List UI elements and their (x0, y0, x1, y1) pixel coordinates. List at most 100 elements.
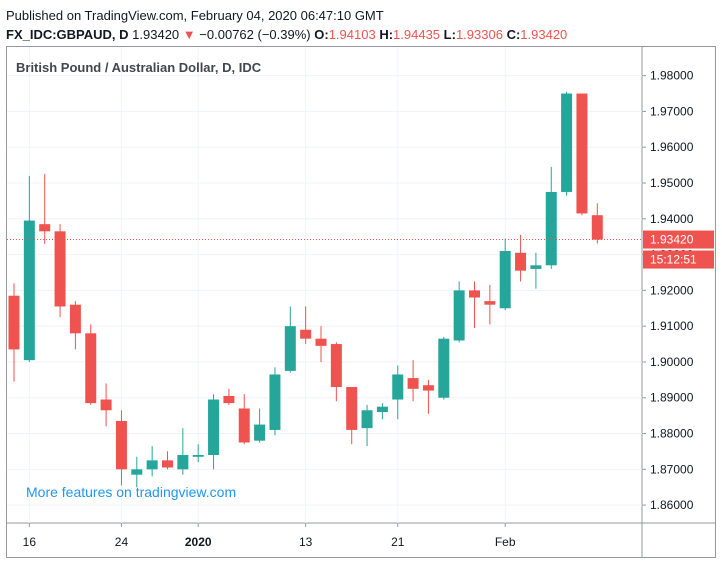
candle-body (269, 374, 281, 430)
candle-down (39, 174, 51, 244)
candle-body (576, 93, 588, 214)
candle-down (346, 387, 358, 445)
candle-body (361, 410, 373, 429)
x-tick-label: 2020 (185, 535, 212, 549)
down-arrow-icon: ▼ (182, 27, 196, 42)
candle-body (545, 191, 557, 266)
candle-body (392, 374, 404, 400)
candle-down (69, 301, 81, 350)
chart-frame (6, 46, 716, 558)
candle-body (254, 424, 266, 441)
candle-body (376, 406, 388, 413)
candle-body (453, 290, 465, 341)
candle-body (23, 220, 35, 361)
candle-body (85, 333, 97, 404)
candle-body (115, 421, 127, 470)
candle-up (376, 403, 388, 420)
candle-body (469, 290, 480, 298)
candle-body (238, 408, 250, 443)
candle-down (591, 203, 603, 244)
close-label: C: (506, 27, 521, 42)
candle-up (23, 175, 35, 362)
last-price-value: 1.93420 (132, 27, 180, 42)
candle-body (54, 231, 66, 307)
candle-down (422, 379, 434, 414)
candle-down (238, 394, 250, 445)
y-tick-label: 1.92000 (650, 283, 694, 297)
candle-body (438, 338, 450, 398)
countdown-tag (643, 250, 714, 269)
y-tick-label: 1.91000 (650, 319, 694, 333)
candle-up (177, 428, 189, 475)
candle-up (192, 444, 204, 463)
candle-up (208, 394, 220, 470)
candle-body (284, 326, 296, 371)
open-label: O: (314, 27, 329, 42)
ohlc-line: FX_IDC:GBPAUD, D 1.93420 ▼ −0.00762 (−0.… (6, 27, 567, 42)
candle-up (453, 281, 465, 343)
candle-body (162, 460, 173, 468)
candle-down (576, 93, 588, 216)
x-tick-label: 13 (299, 535, 313, 549)
candle-up (131, 456, 143, 488)
change-value: −0.00762 (−0.39%) (199, 27, 311, 42)
y-tick-label: 1.95000 (650, 176, 694, 190)
candle-body (131, 469, 143, 475)
candle-down (162, 451, 173, 470)
candle-down (85, 324, 97, 405)
candle-down (8, 283, 20, 382)
candle-body (192, 455, 204, 457)
x-tick-label: 21 (391, 535, 405, 549)
y-tick-label: 1.96000 (650, 140, 694, 154)
last-price-tag (643, 230, 714, 249)
candle-down (515, 234, 527, 282)
candle-body (530, 265, 542, 269)
countdown-label: 15:12:51 (650, 253, 697, 267)
low-value: 1.93306 (455, 27, 503, 42)
candle-down (407, 360, 419, 402)
candle-body (499, 251, 511, 309)
candle-body (100, 399, 112, 411)
x-tick-label: 16 (23, 535, 37, 549)
y-tick-label: 1.90000 (650, 355, 694, 369)
price-axis[interactable]: 1.86000 1.87000 1.88000 1.89000 1.90000 1.910… (642, 69, 714, 512)
candle-body (69, 304, 81, 334)
high-value: 1.94435 (393, 27, 441, 42)
y-tick-label: 1.86000 (650, 498, 694, 512)
candle-body (422, 385, 434, 391)
symbol-label: FX_IDC:GBPAUD, D (6, 27, 129, 42)
candle-up (530, 252, 542, 289)
candle-body (208, 399, 220, 455)
candle-down (315, 326, 327, 362)
candle-up (438, 336, 450, 400)
candle-up (561, 91, 573, 196)
low-label: L: (443, 27, 456, 42)
candle-up (545, 166, 557, 269)
candle-body (177, 455, 189, 470)
y-tick-label: 1.94000 (650, 212, 694, 226)
candle-body (346, 387, 358, 430)
candle-down (54, 224, 66, 318)
y-tick-label: 1.97000 (650, 104, 694, 118)
published-line: Published on TradingView.com, February 0… (6, 8, 384, 23)
time-axis[interactable]: 16 24 2020 13 21 Feb (23, 523, 516, 549)
candle-body (591, 215, 603, 240)
candle-body (300, 329, 312, 339)
candles (7, 91, 642, 488)
candle-body (330, 344, 342, 387)
watermark-link[interactable]: More features on tradingview.com (26, 484, 236, 500)
candle-body (561, 93, 573, 192)
candle-body (223, 395, 235, 404)
candle-body (484, 301, 496, 305)
candle-down (100, 383, 112, 427)
candle-down (115, 410, 127, 486)
candle-body (146, 460, 158, 470)
y-tick-label: 1.88000 (650, 427, 694, 441)
candle-body (315, 338, 327, 346)
candle-down (330, 342, 342, 402)
candle-up (392, 365, 404, 420)
y-tick-label: 1.98000 (650, 69, 694, 83)
candle-up (269, 367, 281, 436)
candle-down (484, 285, 496, 325)
